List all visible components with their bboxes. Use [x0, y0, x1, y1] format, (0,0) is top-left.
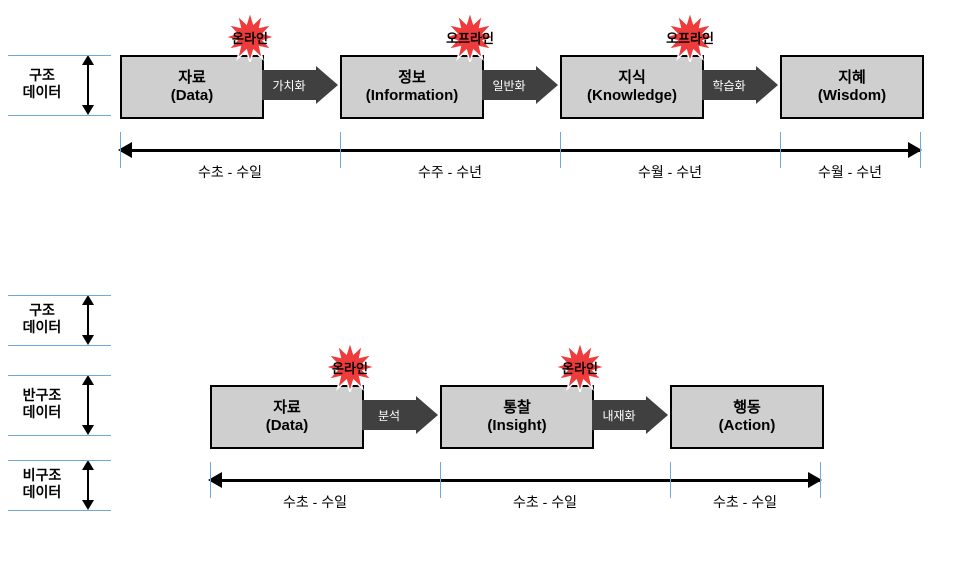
- side-label: 비구조데이터: [12, 467, 72, 501]
- flow-box-title: 지식: [618, 69, 646, 87]
- flow-box-title: 자료: [178, 69, 206, 87]
- flow-box: 지혜(Wisdom): [780, 55, 924, 119]
- flow-box-title: 자료: [273, 399, 301, 417]
- flow-box-title: 통찰: [503, 399, 531, 417]
- timeline-tick: [120, 132, 121, 168]
- flow-box-sub: (Insight): [487, 417, 546, 435]
- flow-box-sub: (Knowledge): [587, 87, 677, 105]
- flow-box-sub: (Action): [719, 417, 776, 435]
- burst-label: 오프라인: [430, 12, 510, 62]
- burst-badge: 오프라인: [430, 12, 510, 62]
- timeline-line: [210, 479, 820, 482]
- flow-box-sub: (Data): [266, 417, 309, 435]
- timeline-tick: [340, 132, 341, 168]
- burst-badge: 온라인: [310, 342, 390, 392]
- burst-badge: 오프라인: [650, 12, 730, 62]
- flow-arrow: 학습화: [702, 66, 778, 104]
- timeline-tick: [820, 462, 821, 498]
- timeline-label: 수주 - 수년: [395, 162, 505, 182]
- side-label-line2: 데이터: [12, 84, 72, 101]
- timeline-label: 수초 - 수일: [690, 492, 800, 512]
- timeline-tick: [440, 462, 441, 498]
- timeline-tick: [670, 462, 671, 498]
- timeline-label: 수초 - 수일: [490, 492, 600, 512]
- v-extent-arrow: [82, 460, 94, 510]
- v-extent-arrow: [82, 295, 94, 345]
- timeline-tick: [210, 462, 211, 498]
- flow-box: 정보(Information): [340, 55, 484, 119]
- timeline-label: 수초 - 수일: [175, 162, 285, 182]
- v-extent-arrow: [82, 375, 94, 435]
- side-label: 구조데이터: [12, 302, 72, 336]
- flow-arrow: 분석: [362, 396, 438, 434]
- bracket-line: [8, 115, 111, 116]
- timeline-line: [120, 149, 920, 152]
- timeline-tick: [920, 132, 921, 168]
- flow-arrow-label: 분석: [362, 400, 416, 430]
- flow-box-title: 행동: [733, 399, 761, 417]
- flow-box-title: 지혜: [838, 69, 866, 87]
- flow-arrow-label: 일반화: [482, 70, 536, 100]
- side-label-line1: 반구조: [12, 387, 72, 404]
- side-label-line2: 데이터: [12, 484, 72, 501]
- flow-arrow: 가치화: [262, 66, 338, 104]
- bracket-line: [8, 375, 111, 376]
- timeline-label: 수월 - 수년: [795, 162, 905, 182]
- burst-badge: 온라인: [540, 342, 620, 392]
- flow-box-sub: (Information): [366, 87, 458, 105]
- flow-box: 행동(Action): [670, 385, 824, 449]
- burst-label: 오프라인: [650, 12, 730, 62]
- burst-label: 온라인: [310, 342, 390, 392]
- timeline-label: 수초 - 수일: [260, 492, 370, 512]
- side-label-line1: 비구조: [12, 467, 72, 484]
- timeline-tick: [780, 132, 781, 168]
- flow-box-title: 정보: [398, 69, 426, 87]
- flow-box: 지식(Knowledge): [560, 55, 704, 119]
- burst-badge: 온라인: [210, 12, 290, 62]
- flow-box: 통찰(Insight): [440, 385, 594, 449]
- flow-arrow-label: 가치화: [262, 70, 316, 100]
- flow-arrow: 일반화: [482, 66, 558, 104]
- side-label: 구조데이터: [12, 67, 72, 101]
- timeline-tick: [560, 132, 561, 168]
- flow-arrow: 내재화: [592, 396, 668, 434]
- side-label-line2: 데이터: [12, 404, 72, 421]
- flow-arrow-label: 학습화: [702, 70, 756, 100]
- bracket-line: [8, 435, 111, 436]
- v-extent-arrow: [82, 55, 94, 115]
- flow-box-sub: (Wisdom): [818, 87, 886, 105]
- side-label-line1: 구조: [12, 67, 72, 84]
- side-label-line2: 데이터: [12, 319, 72, 336]
- burst-label: 온라인: [540, 342, 620, 392]
- burst-label: 온라인: [210, 12, 290, 62]
- flow-box-sub: (Data): [171, 87, 214, 105]
- bracket-line: [8, 295, 111, 296]
- bracket-line: [8, 345, 111, 346]
- side-label-line1: 구조: [12, 302, 72, 319]
- flow-arrow-label: 내재화: [592, 400, 646, 430]
- side-label: 반구조데이터: [12, 387, 72, 421]
- timeline-label: 수월 - 수년: [615, 162, 725, 182]
- bracket-line: [8, 460, 111, 461]
- bracket-line: [8, 510, 111, 511]
- bracket-line: [8, 55, 111, 56]
- flow-box: 자료(Data): [210, 385, 364, 449]
- flow-box: 자료(Data): [120, 55, 264, 119]
